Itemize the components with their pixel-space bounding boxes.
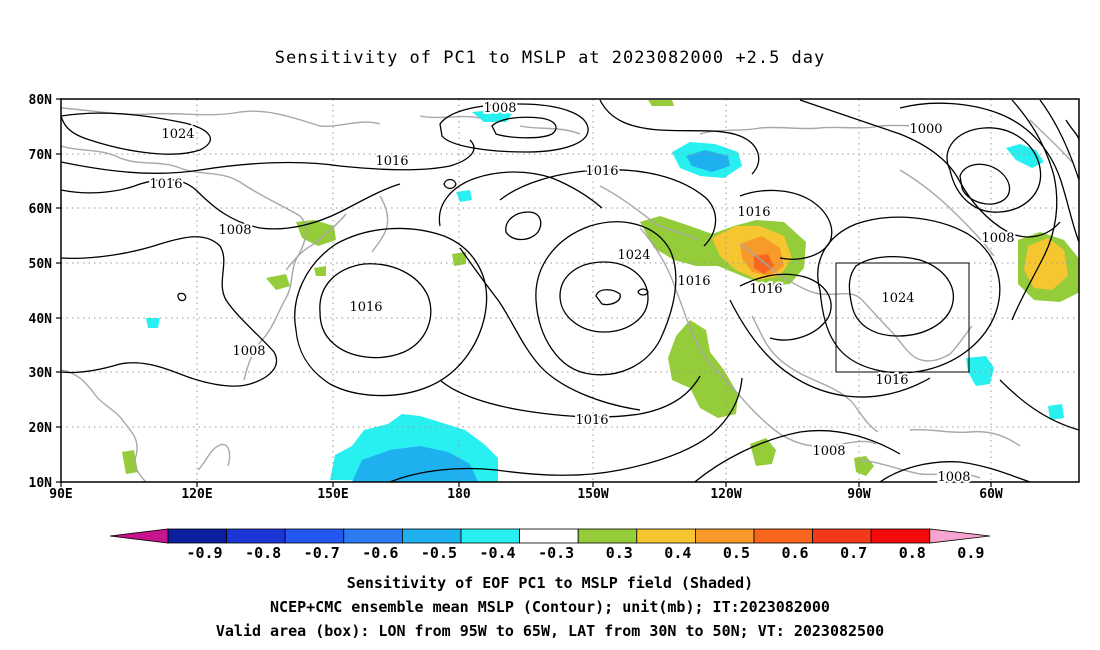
colorbar-tick-label: -0.5: [421, 544, 457, 562]
colorbar-tick-label: 0.5: [723, 544, 750, 562]
lat-label: 10N: [29, 476, 53, 491]
colorbar-tick-label: 0.8: [899, 544, 926, 562]
contour-label: 1024: [617, 248, 650, 263]
lon-label: 120W: [710, 487, 741, 502]
contour-label: 1016: [375, 154, 408, 169]
colorbar-swatch: [695, 528, 755, 544]
gridlines: [61, 99, 1079, 482]
lat-label: 50N: [29, 257, 53, 272]
colorbar-swatch: [284, 528, 345, 544]
caption-line-2: NCEP+CMC ensemble mean MSLP (Contour); u…: [270, 598, 830, 616]
coastlines: [61, 107, 1073, 482]
lon-label: 120E: [181, 487, 212, 502]
contour-label: 1024: [881, 291, 914, 306]
shade-negative-central-pacific-core: [352, 446, 478, 482]
lon-label: 60W: [979, 487, 1003, 502]
colorbar-swatch: [870, 528, 931, 544]
contour-label: 1008: [812, 444, 845, 459]
colorbar-swatch: [636, 528, 696, 544]
caption-line-1: Sensitivity of EOF PC1 to MSLP field (Sh…: [346, 574, 754, 592]
lon-label: 90E: [49, 487, 72, 502]
lat-label: 60N: [29, 202, 53, 217]
colorbar-swatch: [812, 528, 872, 544]
colorbar-tick-label: 0.9: [957, 544, 984, 562]
contour-label: 1016: [875, 373, 908, 388]
shade-negative-atlantic: [966, 356, 994, 386]
contour-label: 1016: [749, 282, 782, 297]
contour-label: 1008: [483, 101, 516, 116]
lat-label: 70N: [29, 148, 53, 163]
lat-label: 30N: [29, 366, 53, 381]
contour-label: 1016: [737, 205, 770, 220]
shade-positive-caribbean: [854, 456, 874, 476]
map-frame: [60, 98, 1080, 483]
axis-ticks: [56, 98, 992, 487]
colorbar-swatch: [401, 528, 462, 544]
colorbar-right-arrow: [929, 528, 991, 544]
lon-label: 150W: [577, 487, 608, 502]
colorbar-swatch: [460, 528, 520, 544]
contour-label: 1024: [161, 127, 194, 142]
lon-label: 150E: [317, 487, 348, 502]
shade-negative-bering-core: [686, 150, 730, 172]
colorbar-swatch: [226, 528, 286, 544]
shade-negative-arctic: [472, 110, 512, 122]
contour-label: 1016: [677, 274, 710, 289]
colorbar-swatch: [519, 528, 579, 544]
caption-line-3: Valid area (box): LON from 95W to 65W, L…: [215, 622, 885, 640]
colorbar-swatch: [753, 528, 813, 544]
shade-negative-asia: [146, 318, 160, 328]
shade-positive-mexico: [668, 320, 738, 418]
shaded-sensitivity-regions: [122, 100, 1079, 482]
colorbar-tick-label: 0.3: [606, 544, 633, 562]
contour-label: 1016: [149, 177, 182, 192]
contour-labels: 1024 1016 1016 1008 1008 1016 1008 1016 …: [147, 99, 1016, 487]
valid-area-box: [835, 262, 970, 373]
lat-label: 20N: [29, 421, 53, 436]
lat-label: 40N: [29, 312, 53, 327]
colorbar-tick-label: -0.4: [479, 544, 515, 562]
latitude-labels: 80N 70N 60N 50N 40N 30N 20N 10N: [29, 93, 53, 491]
contour-label: 1016: [585, 164, 618, 179]
mslp-contours: [61, 99, 1079, 482]
shade-positive-arctic: [648, 100, 674, 106]
contour-label: 1000: [909, 122, 942, 137]
contour-label: 1016: [349, 300, 382, 315]
colorbar-tick-label: -0.3: [538, 544, 574, 562]
colorbar-tick-label: -0.8: [245, 544, 281, 562]
contour-label: 1008: [232, 344, 265, 359]
colorbar-tick-label: -0.9: [186, 544, 222, 562]
shade-negative-greenland: [1006, 144, 1044, 168]
lon-label: 180: [447, 487, 471, 502]
shade-negative-small: [456, 190, 472, 202]
colorbar: -0.9 -0.8 -0.7 -0.6 -0.5 -0.4 -0.3 0.3 0.4 0.5 0.6…: [109, 528, 991, 562]
colorbar-left-arrow: [109, 528, 169, 544]
colorbar-swatch: [167, 528, 227, 544]
map-title: Sensitivity of PC1 to MSLP at 2023082000…: [274, 48, 826, 68]
shade-positive-asia-2: [266, 274, 290, 290]
shade-negative-atlantic-small: [1048, 404, 1064, 420]
colorbar-tick-label: 0.6: [782, 544, 809, 562]
lat-label: 80N: [29, 93, 53, 108]
colorbar-tick-label: -0.7: [304, 544, 340, 562]
shade-positive-atlantic-yellow: [1024, 238, 1068, 290]
contour-label: 1016: [575, 413, 608, 428]
shade-positive-asia-3: [314, 266, 326, 276]
colorbar-tick-label: 0.7: [840, 544, 867, 562]
colorbar-swatch: [577, 528, 638, 544]
colorbar-tick-label: 0.4: [664, 544, 691, 562]
longitude-labels: 90E 120E 150E 180 150W 120W 90W 60W: [49, 487, 1003, 502]
contour-label: 1008: [937, 470, 970, 485]
colorbar-tick-label: -0.6: [362, 544, 398, 562]
lon-label: 90W: [847, 487, 871, 502]
contour-label: 1008: [981, 231, 1014, 246]
shade-positive-asia-5: [122, 450, 138, 474]
contour-label: 1008: [218, 223, 251, 238]
colorbar-swatch: [343, 528, 403, 544]
